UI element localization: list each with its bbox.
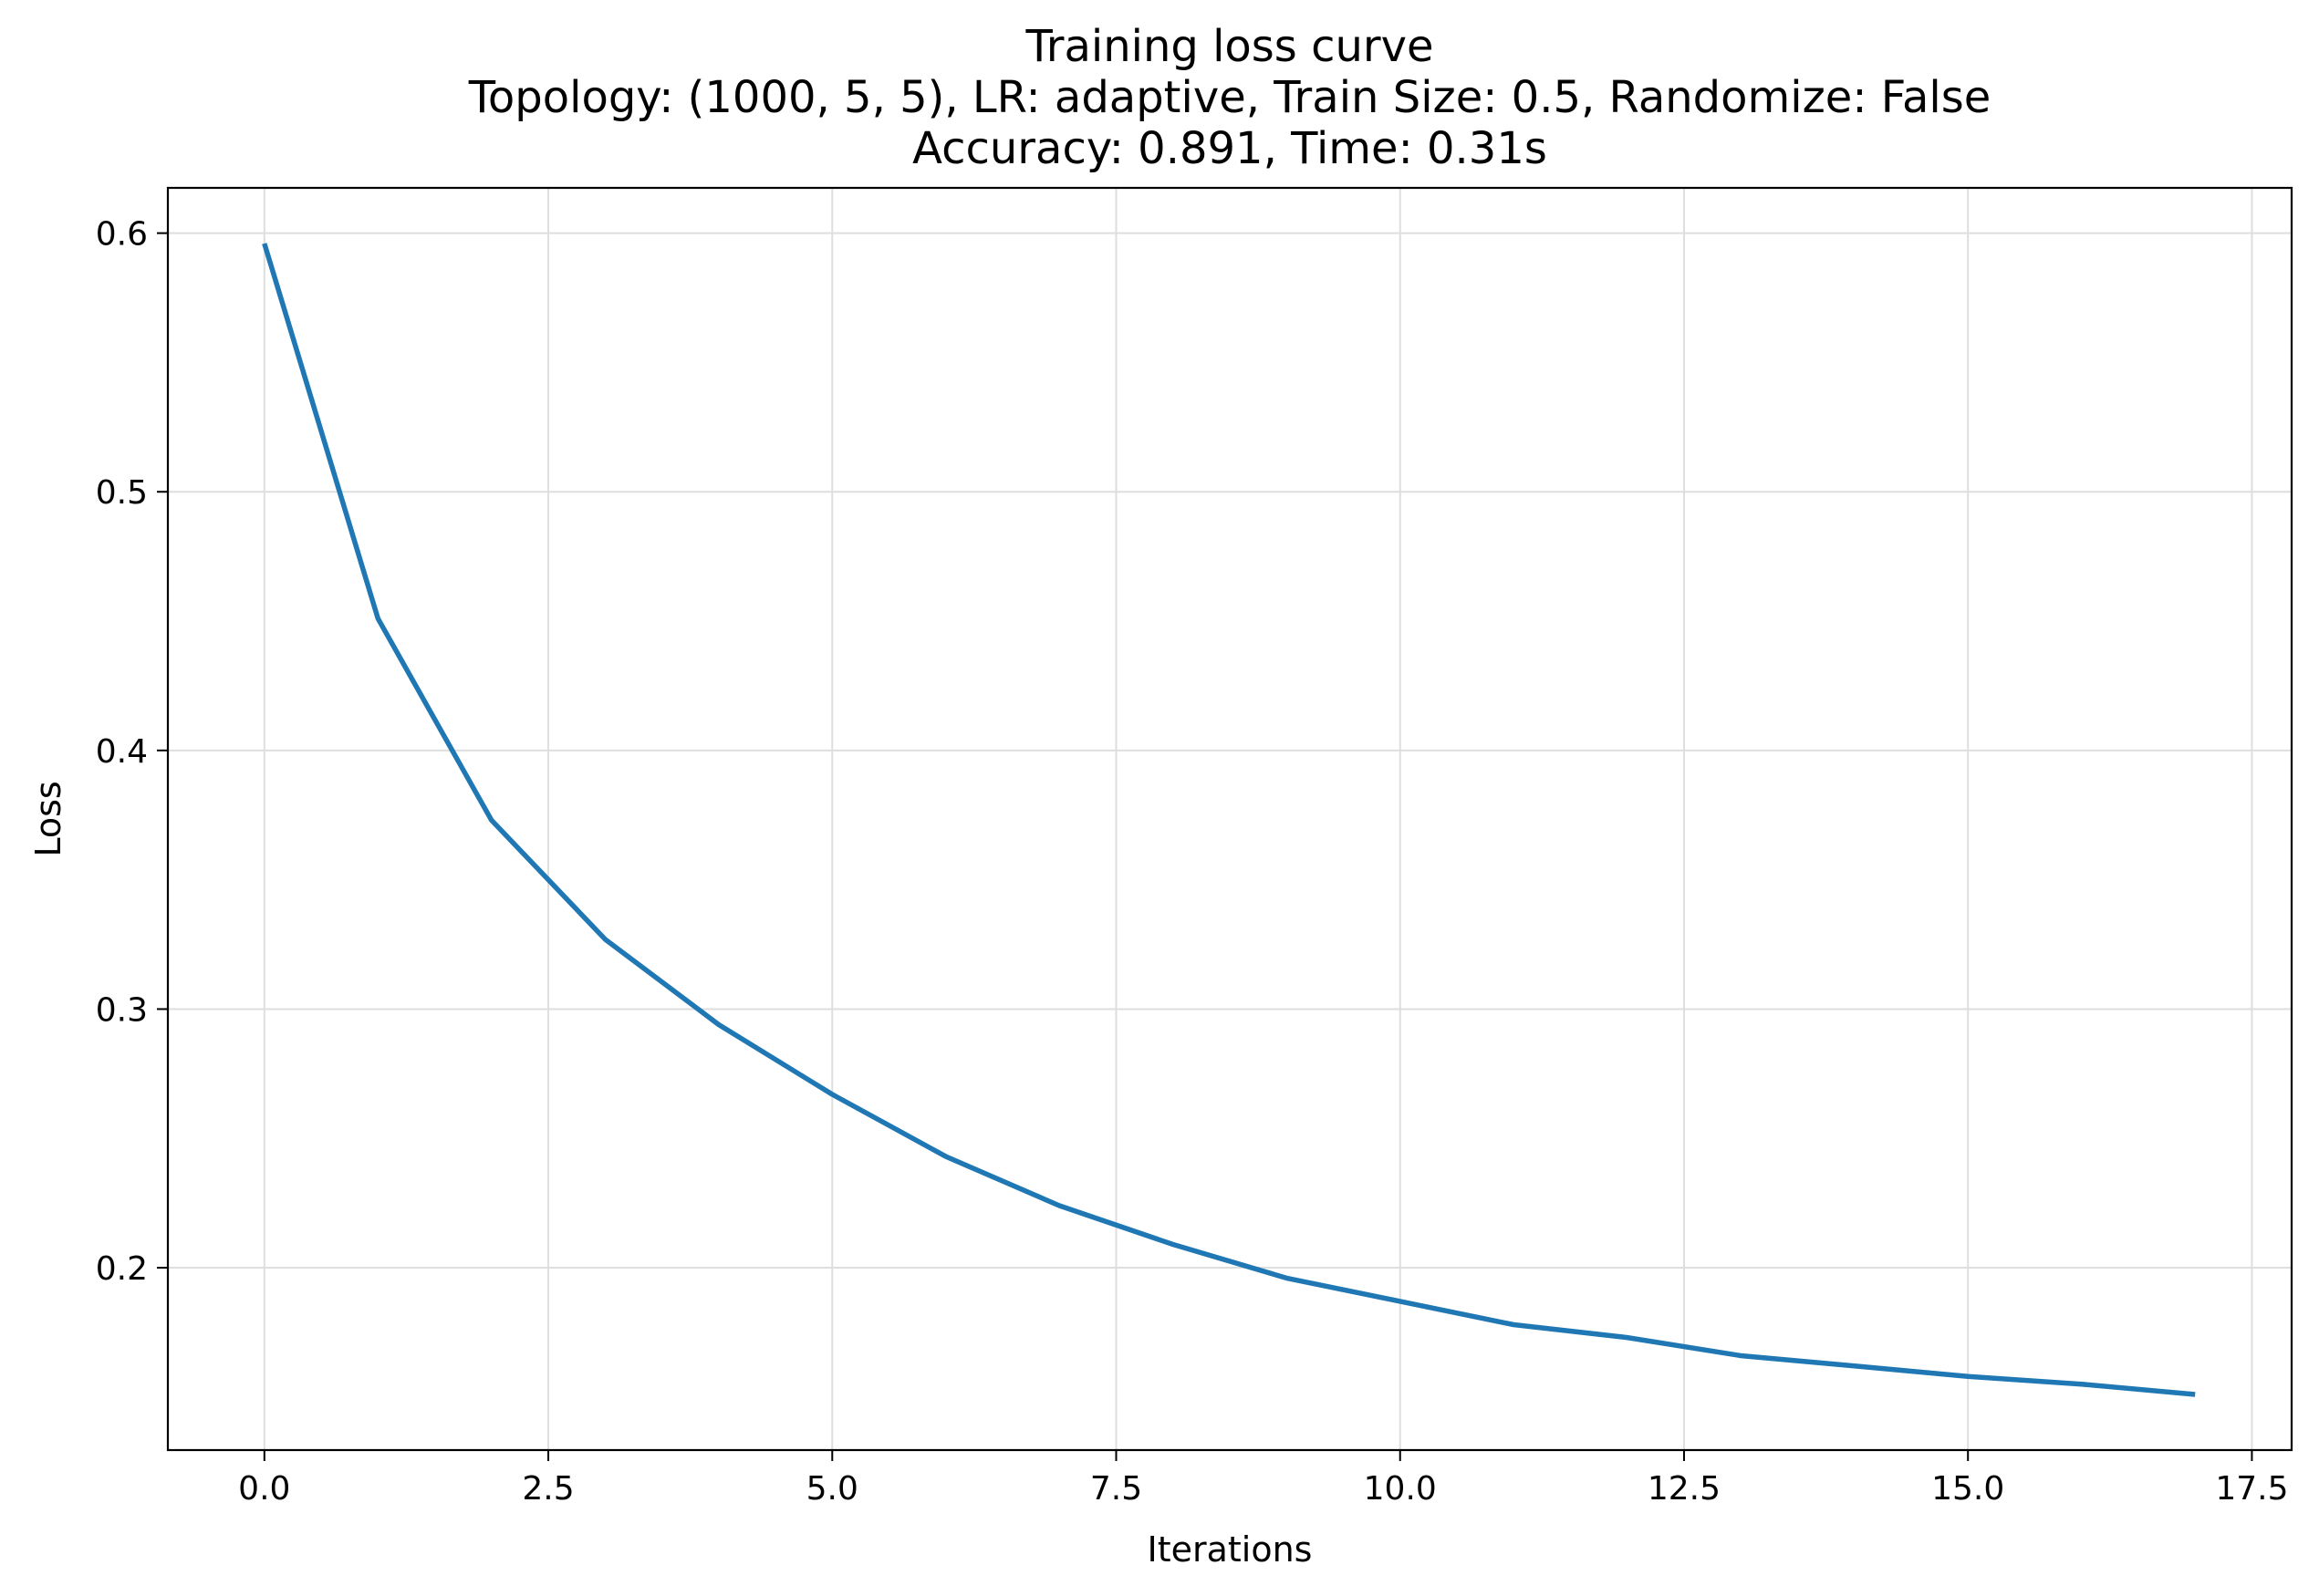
plot-frame [166, 186, 2293, 1452]
chart-title: Training loss curve Topology: (1000, 5, … [468, 21, 1991, 174]
y-tick-label: 0.3 [96, 991, 148, 1029]
x-tick-label: 17.5 [2215, 1470, 2288, 1508]
x-tick-label: 0.0 [238, 1470, 290, 1508]
y-axis-ticks: 0.2 0.3 0.4 0.5 0.6 [96, 216, 168, 1288]
x-axis-label: Iterations [1148, 1529, 1313, 1570]
x-tick-label: 5.0 [806, 1470, 858, 1508]
x-tick-label: 7.5 [1090, 1470, 1142, 1508]
x-tick-label: 15.0 [1931, 1470, 2004, 1508]
y-tick-label: 0.4 [96, 733, 148, 771]
x-axis-ticks: 0.0 2.5 5.0 7.5 10.0 12.5 15.0 17.5 [238, 1450, 2289, 1508]
loss-series-line [262, 243, 2196, 1397]
chart-subtitle-line-1: Topology: (1000, 5, 5), LR: adaptive, Tr… [468, 72, 1991, 123]
y-axis-label: Loss [28, 781, 68, 856]
chart-title-text: Training loss curve [1024, 21, 1433, 72]
x-tick-label: 10.0 [1364, 1470, 1437, 1508]
grid-lines [168, 188, 2292, 1450]
y-tick-label: 0.6 [96, 216, 148, 254]
chart-subtitle-line-2: Accuracy: 0.891, Time: 0.31s [912, 123, 1547, 174]
data-series [262, 243, 2196, 1397]
y-tick-label: 0.5 [96, 474, 148, 512]
x-tick-label: 12.5 [1648, 1470, 1721, 1508]
y-tick-label: 0.2 [96, 1250, 148, 1288]
x-tick-label: 2.5 [522, 1470, 574, 1508]
